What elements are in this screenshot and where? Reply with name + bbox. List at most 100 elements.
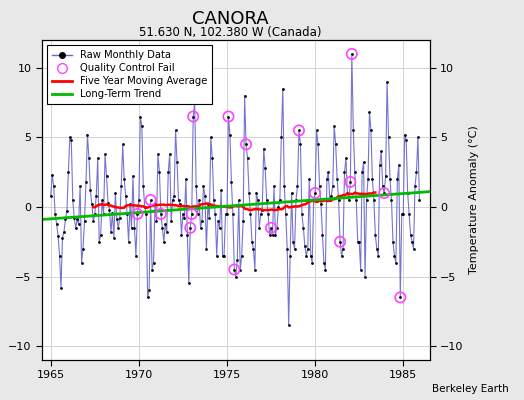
- Point: [184, 280, 193, 287]
- Point: [126, 201, 134, 207]
- Point: [195, 197, 203, 203]
- Point: [69, 197, 77, 203]
- Point: [140, 204, 149, 210]
- Point: [152, 218, 161, 224]
- Point: [365, 109, 374, 116]
- Point: [257, 211, 265, 217]
- Point: [144, 294, 152, 300]
- Point: [177, 232, 185, 238]
- Point: [277, 134, 286, 140]
- Point: [398, 211, 406, 217]
- Point: [56, 252, 64, 259]
- Point: [192, 183, 200, 189]
- Point: [246, 211, 255, 217]
- Point: [110, 234, 118, 241]
- Point: [323, 176, 331, 182]
- Point: [162, 229, 171, 235]
- Point: [314, 141, 322, 148]
- Point: [352, 197, 361, 203]
- Point: [403, 190, 412, 196]
- Point: [343, 190, 352, 196]
- Point: [196, 225, 205, 231]
- Point: [86, 187, 94, 194]
- Point: [414, 134, 422, 140]
- Point: [167, 218, 176, 224]
- Point: [272, 225, 281, 231]
- Point: [198, 218, 206, 224]
- Point: [88, 201, 96, 207]
- Point: [367, 127, 375, 134]
- Point: [158, 225, 167, 231]
- Point: [329, 183, 337, 189]
- Point: [224, 113, 233, 120]
- Point: [127, 225, 136, 231]
- Point: [368, 176, 377, 182]
- Point: [208, 155, 216, 162]
- Point: [96, 232, 105, 238]
- Point: [164, 169, 172, 175]
- Point: [91, 211, 99, 217]
- Point: [161, 220, 169, 227]
- Point: [396, 294, 405, 300]
- Point: [213, 252, 221, 259]
- Point: [189, 113, 198, 120]
- Point: [279, 86, 287, 92]
- Point: [303, 246, 312, 252]
- Point: [285, 322, 293, 328]
- Point: [371, 232, 379, 238]
- Point: [201, 193, 209, 199]
- Point: [132, 252, 140, 259]
- Point: [276, 197, 284, 203]
- Point: [63, 208, 71, 214]
- Point: [168, 197, 177, 203]
- Point: [139, 183, 147, 189]
- Point: [211, 211, 220, 217]
- Point: [183, 232, 191, 238]
- Point: [235, 197, 243, 203]
- Point: [173, 159, 181, 166]
- Point: [349, 127, 357, 134]
- Point: [230, 266, 238, 273]
- Point: [402, 137, 410, 143]
- Point: [71, 225, 80, 231]
- Point: [292, 197, 300, 203]
- Point: [369, 197, 378, 203]
- Point: [146, 197, 155, 203]
- Point: [51, 211, 59, 217]
- Point: [245, 190, 253, 196]
- Point: [265, 232, 274, 238]
- Point: [377, 148, 385, 154]
- Legend: Raw Monthly Data, Quality Control Fail, Five Year Moving Average, Long-Term Tren: Raw Monthly Data, Quality Control Fail, …: [47, 45, 212, 104]
- Point: [219, 252, 227, 259]
- Point: [61, 216, 70, 223]
- Point: [293, 183, 302, 189]
- Point: [351, 169, 359, 175]
- Point: [400, 132, 409, 138]
- Point: [333, 176, 341, 182]
- Point: [268, 232, 277, 238]
- Point: [381, 173, 390, 180]
- Point: [295, 127, 303, 134]
- Point: [378, 183, 387, 189]
- Point: [76, 183, 84, 189]
- Point: [227, 179, 236, 185]
- Point: [298, 211, 306, 217]
- Point: [49, 183, 58, 189]
- Point: [271, 232, 280, 238]
- Point: [308, 260, 316, 266]
- Point: [129, 173, 137, 180]
- Text: 51.630 N, 102.380 W (Canada): 51.630 N, 102.380 W (Canada): [139, 26, 322, 39]
- Point: [248, 238, 256, 245]
- Point: [111, 190, 119, 196]
- Point: [105, 206, 114, 213]
- Point: [289, 238, 297, 245]
- Point: [171, 127, 180, 134]
- Point: [188, 211, 196, 217]
- Point: [383, 78, 391, 85]
- Point: [154, 151, 162, 157]
- Point: [199, 183, 208, 189]
- Point: [182, 176, 190, 182]
- Text: Berkeley Earth: Berkeley Earth: [432, 384, 508, 394]
- Point: [337, 252, 346, 259]
- Point: [239, 218, 247, 224]
